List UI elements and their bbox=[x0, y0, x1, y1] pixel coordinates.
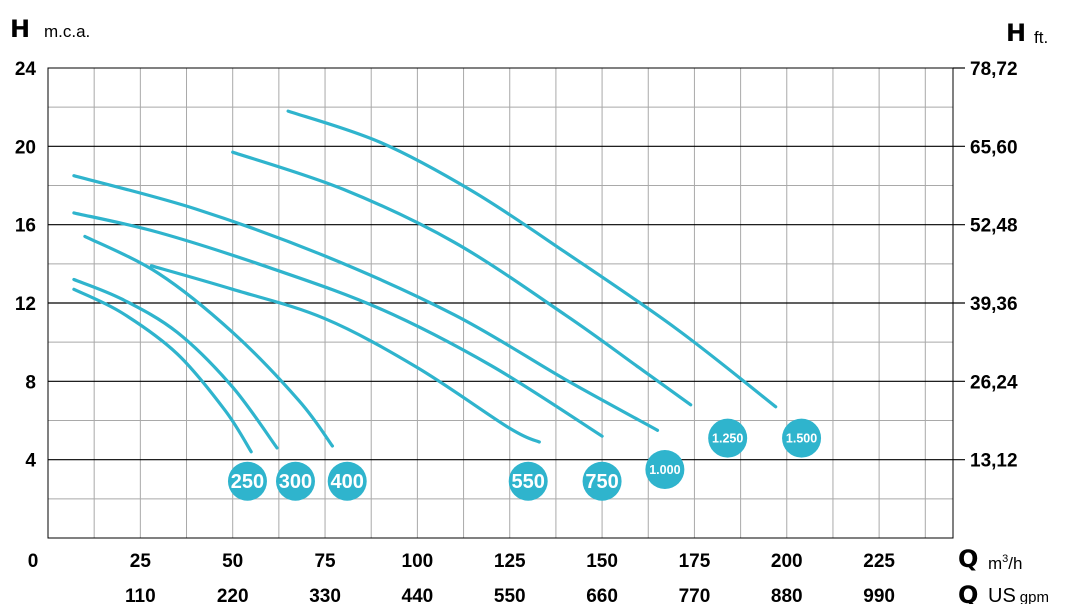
y-tick-label-ft: 26,24 bbox=[970, 372, 1018, 393]
y-tick-label: 24 bbox=[15, 59, 37, 80]
x-tick-label-gpm: 660 bbox=[586, 586, 618, 604]
y-left-unit: m.c.a. bbox=[44, 22, 90, 41]
badge-label: 550 bbox=[512, 471, 545, 493]
badge-label: 750 bbox=[585, 471, 618, 493]
badge-circle bbox=[782, 418, 822, 458]
x-bottom-symbol: Q bbox=[958, 545, 978, 573]
curves-group bbox=[72, 109, 778, 454]
badge-label: 400 bbox=[331, 471, 364, 493]
y-tick-label: 12 bbox=[15, 294, 36, 315]
badge-550: 550 bbox=[508, 461, 548, 501]
x-tick-label-gpm: 220 bbox=[217, 586, 249, 604]
y-tick-label: 8 bbox=[25, 372, 36, 393]
curve-550 bbox=[149, 264, 541, 444]
badge-300: 300 bbox=[275, 461, 315, 501]
x-tick-label: 125 bbox=[494, 551, 526, 572]
badge-250: 250 bbox=[227, 461, 267, 501]
x-second-unit-base: US bbox=[988, 585, 1016, 604]
badge-label: 1.250 bbox=[712, 432, 743, 446]
x-tick-label: 200 bbox=[771, 551, 803, 572]
y-right-symbol: H bbox=[1006, 19, 1026, 47]
x-tick-label: 100 bbox=[402, 551, 434, 572]
badge-label: 1.000 bbox=[649, 463, 680, 477]
y-tick-label: 4 bbox=[25, 451, 36, 472]
plot-frame bbox=[47, 67, 954, 539]
x-tick-label-gpm: 110 bbox=[125, 586, 156, 604]
badge-circle bbox=[508, 461, 548, 501]
x-tick-label-gpm: 550 bbox=[494, 586, 526, 604]
x-bottom-unit-sup: 3 bbox=[1002, 553, 1008, 565]
x-tick-label: 225 bbox=[863, 551, 895, 572]
x-bottom-unit: m3/h bbox=[988, 553, 1022, 573]
badge-750: 750 bbox=[582, 461, 622, 501]
curve-1250 bbox=[231, 150, 693, 407]
badge-label: 1.500 bbox=[786, 432, 817, 446]
badge-400: 400 bbox=[327, 461, 367, 501]
x-tick-label-gpm: 770 bbox=[679, 586, 711, 604]
curve-250 bbox=[72, 287, 253, 454]
curve-750 bbox=[72, 211, 604, 438]
y-tick-label-ft: 65,60 bbox=[970, 137, 1018, 158]
y-tick-label-ft: 52,48 bbox=[970, 216, 1018, 237]
badge-circle bbox=[327, 461, 367, 501]
x-second-unit-sub: gpm bbox=[1020, 589, 1049, 604]
curve-400 bbox=[83, 234, 334, 448]
badge-circle bbox=[582, 461, 622, 501]
x-tick-label: 150 bbox=[586, 551, 618, 572]
x-bottom-unit-tail: /h bbox=[1008, 554, 1022, 573]
badge-label: 250 bbox=[231, 471, 264, 493]
y-tick-label: 20 bbox=[15, 137, 36, 158]
y-left-symbol: H bbox=[10, 15, 30, 43]
badge-label: 300 bbox=[279, 471, 312, 493]
x-tick-label: 25 bbox=[130, 551, 152, 572]
badge-1250: 1.250 bbox=[708, 418, 748, 458]
plot-grid bbox=[48, 67, 965, 538]
y-tick-label-ft: 78,72 bbox=[970, 59, 1018, 80]
x-second-symbol: Q bbox=[958, 581, 978, 604]
badge-1000: 1.000 bbox=[645, 449, 685, 489]
x-tick-label-gpm: 440 bbox=[402, 586, 434, 604]
x-tick-label-gpm: 880 bbox=[771, 586, 803, 604]
x-tick-label: 75 bbox=[314, 551, 336, 572]
badge-circle bbox=[645, 449, 685, 489]
x-tick-label: 0 bbox=[28, 551, 39, 572]
curve-300 bbox=[72, 277, 279, 450]
badge-1500: 1.500 bbox=[782, 418, 822, 458]
x-bottom-unit-base: m bbox=[988, 554, 1002, 573]
badges-group: 250 300 400 550 750 1.000 1.250 1.500 bbox=[227, 418, 822, 501]
curve-1000 bbox=[72, 174, 660, 432]
x-second-unit: US gpm bbox=[988, 585, 1049, 604]
x-tick-label-gpm: 330 bbox=[309, 586, 341, 604]
curve-1500 bbox=[286, 109, 778, 409]
y-tick-label-ft: 13,12 bbox=[970, 451, 1018, 472]
x-tick-label: 50 bbox=[222, 551, 243, 572]
badge-circle bbox=[275, 461, 315, 501]
y-tick-label: 16 bbox=[15, 216, 36, 237]
x-tick-label: 175 bbox=[679, 551, 711, 572]
badge-circle bbox=[227, 461, 267, 501]
tick-labels-group: 0 25 50 75 100 125 150 175 200 225 110 220 330 440 550… bbox=[15, 59, 1018, 604]
y-right-unit: ft. bbox=[1034, 28, 1048, 47]
badge-circle bbox=[708, 418, 748, 458]
y-tick-label-ft: 39,36 bbox=[970, 294, 1018, 315]
x-tick-label-gpm: 990 bbox=[863, 586, 895, 604]
